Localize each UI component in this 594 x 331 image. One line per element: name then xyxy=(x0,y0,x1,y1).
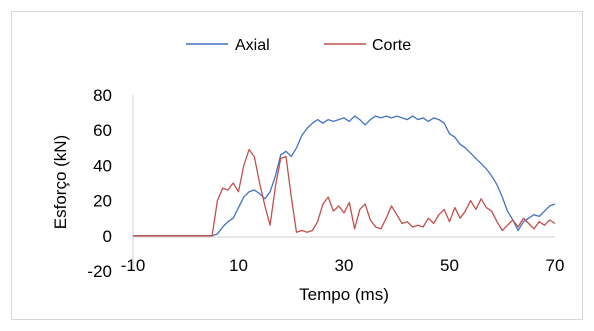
legend-axial-label: Axial xyxy=(235,37,270,54)
legend-corte-label: Corte xyxy=(372,37,411,54)
y-tick-label: 20 xyxy=(93,192,112,211)
x-tick-labels: -10 10 30 50 70 xyxy=(121,256,565,275)
chart-frame xyxy=(11,11,583,320)
x-tick-label: -10 xyxy=(121,256,146,275)
x-tick-label: 10 xyxy=(229,256,248,275)
y-tick-labels: -20 0 20 40 60 80 xyxy=(87,86,112,281)
y-axis-title: Esforço (kN) xyxy=(51,135,70,229)
x-tick-label: 30 xyxy=(335,256,354,275)
y-tick-label: 0 xyxy=(103,227,112,246)
series-axial-line xyxy=(133,115,556,237)
x-tick-label: 50 xyxy=(440,256,459,275)
y-tick-label: -20 xyxy=(87,262,112,281)
y-tick-label: 80 xyxy=(93,86,112,105)
legend: Axial Corte xyxy=(186,37,411,54)
x-axis-title: Tempo (ms) xyxy=(299,285,389,304)
y-tick-label: 40 xyxy=(93,156,112,175)
x-tick-label: 70 xyxy=(546,256,565,275)
y-tick-label: 60 xyxy=(93,121,112,140)
series-corte-line xyxy=(133,148,556,237)
